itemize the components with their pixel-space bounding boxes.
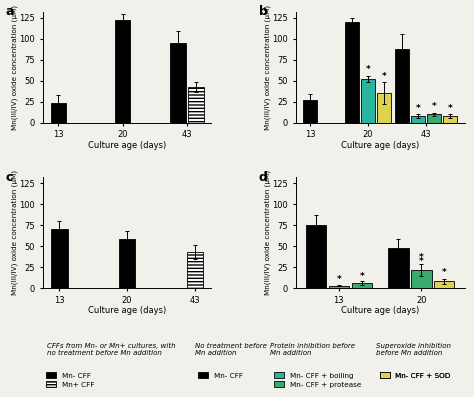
X-axis label: Culture age (days): Culture age (days) [88, 306, 166, 315]
Bar [51, 229, 67, 288]
Text: Protein inhibition before
Mn addition: Protein inhibition before Mn addition [271, 343, 356, 356]
Text: CFFs from Mn- or Mn+ cultures, with
no treatment before Mn addition: CFFs from Mn- or Mn+ cultures, with no t… [47, 343, 175, 356]
Text: *: * [419, 253, 424, 262]
X-axis label: Culture age (days): Culture age (days) [341, 141, 419, 150]
Bar [303, 100, 317, 123]
Bar [427, 114, 441, 123]
X-axis label: Culture age (days): Culture age (days) [341, 306, 419, 315]
Text: No treatment before
Mn addition: No treatment before Mn addition [194, 343, 266, 356]
Bar [115, 20, 130, 123]
Legend: Mn- CFF + SOD: Mn- CFF + SOD [380, 372, 451, 379]
Bar [329, 286, 349, 288]
Bar [187, 252, 203, 288]
Bar [51, 103, 66, 123]
Text: c: c [6, 171, 13, 183]
Text: *: * [308, 112, 312, 121]
Text: *: * [448, 104, 453, 113]
Y-axis label: Mn(III/IV) oxide concentration (μM): Mn(III/IV) oxide concentration (μM) [11, 5, 18, 130]
Text: *: * [382, 72, 387, 81]
Bar [361, 79, 375, 123]
Text: Superoxide inhibition
before Mn addition: Superoxide inhibition before Mn addition [376, 343, 451, 356]
Bar [345, 22, 359, 123]
Bar [388, 248, 409, 288]
Bar [395, 49, 409, 123]
Y-axis label: Mn(III/IV) oxide concentration (μM): Mn(III/IV) oxide concentration (μM) [11, 170, 18, 295]
Bar [352, 283, 372, 288]
Text: *: * [432, 102, 437, 111]
Bar [119, 239, 135, 288]
Bar [434, 281, 455, 288]
Y-axis label: Mn(III/IV) oxide concentration (μM): Mn(III/IV) oxide concentration (μM) [264, 170, 271, 295]
X-axis label: Culture age (days): Culture age (days) [88, 141, 166, 150]
Bar [411, 270, 431, 288]
Text: *: * [416, 104, 420, 113]
Text: *: * [442, 268, 447, 277]
Bar [377, 93, 391, 123]
Bar [170, 43, 186, 123]
Text: b: b [259, 5, 267, 18]
Y-axis label: Mn(III/IV) oxide concentration (μM): Mn(III/IV) oxide concentration (μM) [264, 5, 271, 130]
Bar [306, 225, 326, 288]
Text: *: * [419, 257, 424, 266]
Text: *: * [337, 275, 341, 284]
Text: a: a [6, 5, 14, 18]
Bar [188, 87, 203, 123]
Bar [443, 116, 457, 123]
Bar [411, 116, 425, 123]
Text: d: d [259, 171, 267, 183]
Text: *: * [365, 65, 370, 74]
Text: *: * [359, 272, 364, 281]
